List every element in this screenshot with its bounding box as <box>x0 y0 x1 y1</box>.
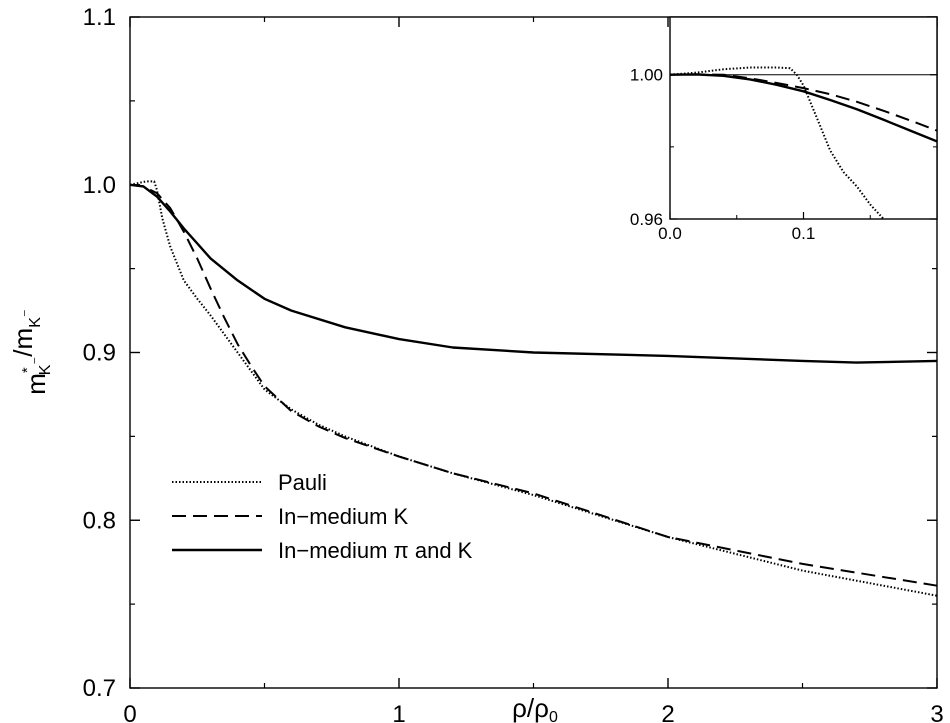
y-axis-title: m*K⁻/mK⁻ <box>8 309 54 395</box>
y-tick-label: 0.8 <box>83 507 116 534</box>
series-line-solid <box>129 183 938 364</box>
main-plot: 0 1 2 3 0.7 0.8 0.9 1.0 1.1 ρ/ρ0 m*K⁻/mK⁻ <box>8 4 944 723</box>
x-tick-label: 3 <box>930 701 943 723</box>
inset-x-tick-label: 0.1 <box>792 224 816 243</box>
inset-y-tick-label: 0.96 <box>630 210 663 229</box>
inset-x-tick-label: 0.0 <box>658 224 682 243</box>
inset-plot: 0.0 0.1 0.96 1.00 <box>630 16 938 243</box>
y-tick-label: 1.1 <box>83 4 116 31</box>
series-line-dashed <box>129 183 938 587</box>
y-tick-label: 0.9 <box>83 340 116 367</box>
series-line-dotted <box>129 180 938 597</box>
legend-label: In−medium K <box>278 504 409 529</box>
x-tick-label: 2 <box>661 701 674 723</box>
legend-label: In−medium π and K <box>278 538 473 563</box>
y-tick-label: 1.0 <box>83 172 116 199</box>
inset-y-tick-label: 1.00 <box>630 66 663 85</box>
x-tick-label: 0 <box>123 701 136 723</box>
y-tick-label: 0.7 <box>83 675 116 702</box>
x-axis-title: ρ/ρ0 <box>512 693 558 723</box>
x-tick-label: 1 <box>392 701 405 723</box>
legend-label: Pauli <box>278 470 327 495</box>
inset-series-line-solid <box>670 73 937 143</box>
legend: Pauli In−medium K In−medium π and K <box>172 470 473 563</box>
inset-frame <box>669 16 938 220</box>
